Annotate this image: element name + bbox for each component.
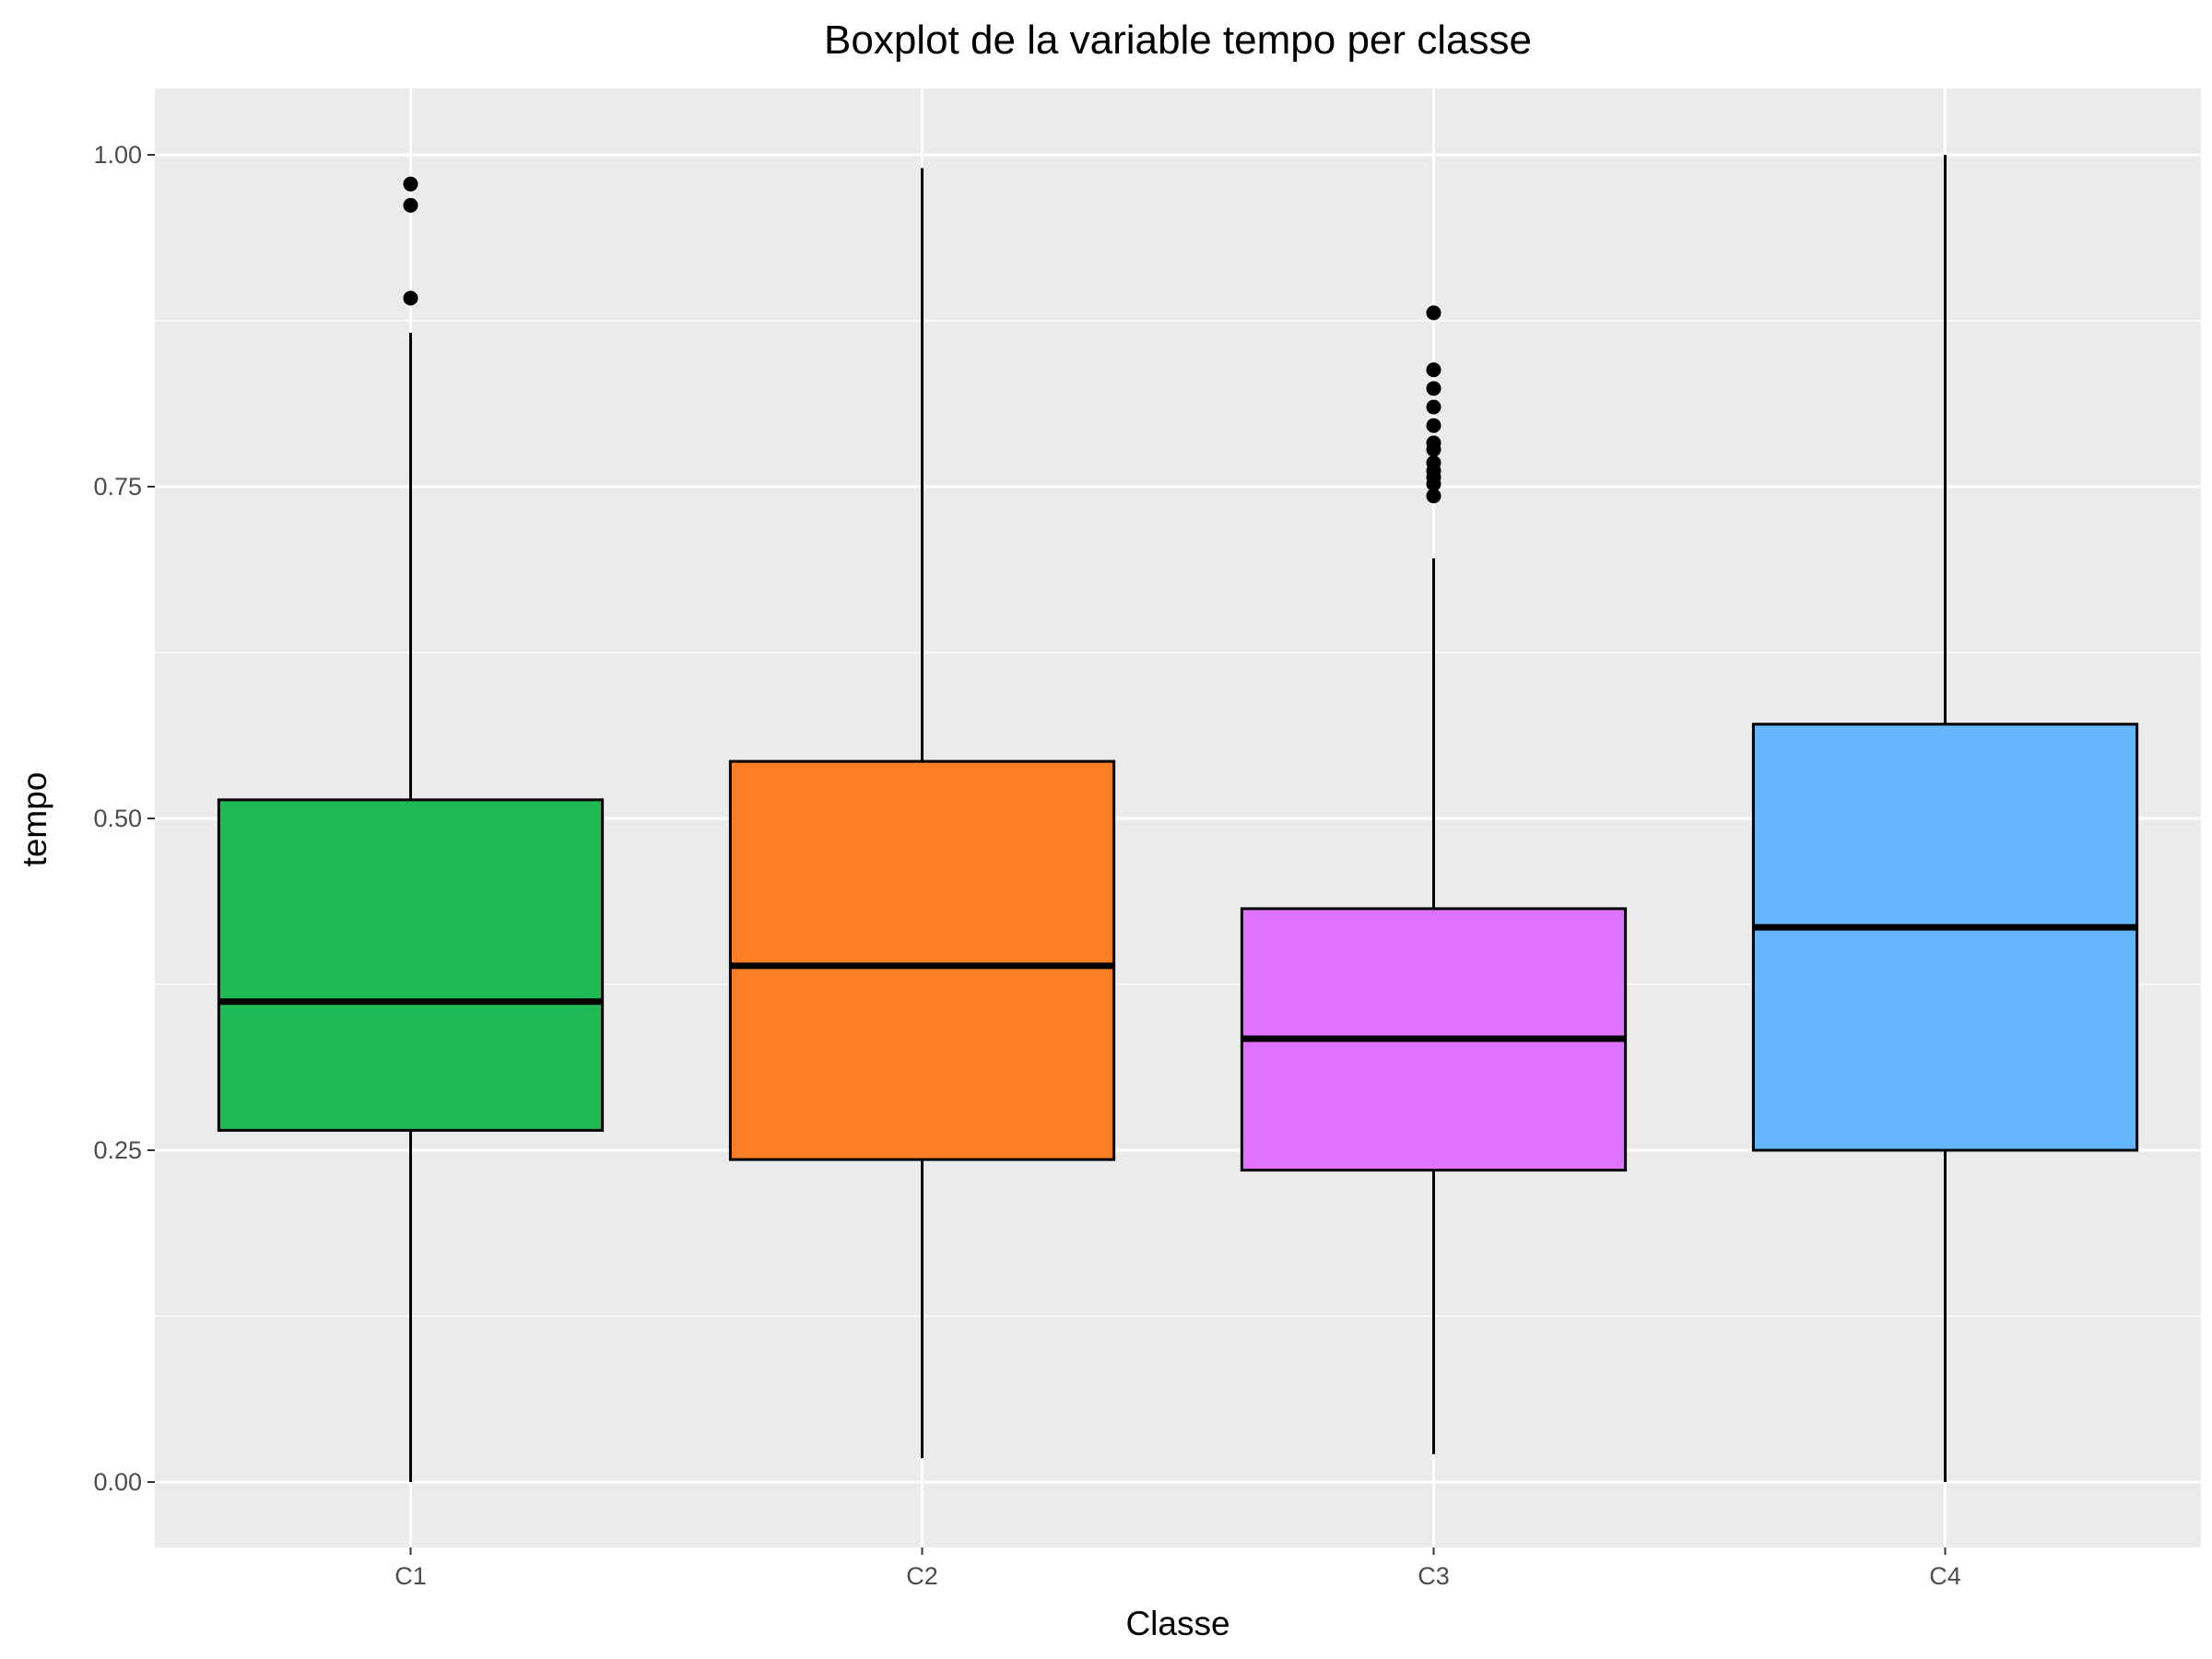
- box-c3: [1240, 305, 1628, 1454]
- chart-title: Boxplot de la variable tempo per classe: [824, 18, 1532, 63]
- y-tick-label: 0.75: [93, 473, 142, 500]
- box-c4: [1751, 155, 2139, 1482]
- x-tick-label: C4: [1929, 1562, 1961, 1590]
- y-tick-label: 0.00: [93, 1468, 142, 1496]
- outlier-point: [1426, 399, 1441, 415]
- y-axis-title: tempo: [16, 772, 53, 867]
- box-group: [217, 155, 2139, 1482]
- x-tick-label: C1: [394, 1562, 427, 1590]
- outlier-point: [1426, 381, 1441, 396]
- outlier-point: [403, 197, 418, 213]
- x-axis-title: Classe: [1125, 1605, 1230, 1642]
- y-tick-label: 1.00: [93, 141, 142, 169]
- box-body: [728, 759, 1116, 1161]
- x-tick-label: C3: [1418, 1562, 1450, 1590]
- y-axis: 0.00 0.25 0.50 0.75 1.00: [93, 141, 155, 1496]
- y-tick-label: 0.50: [93, 805, 142, 832]
- box-body: [1751, 723, 2139, 1152]
- box-c2: [728, 168, 1116, 1459]
- box-body: [217, 798, 605, 1132]
- outlier-point: [1426, 455, 1441, 471]
- outlier-point: [1426, 362, 1441, 378]
- outlier-point: [1426, 418, 1441, 433]
- x-tick-label: C2: [906, 1562, 938, 1590]
- outlier-point: [403, 176, 418, 192]
- outlier-point: [403, 290, 418, 306]
- outlier-point: [1426, 435, 1441, 451]
- box-c1: [217, 176, 605, 1482]
- outlier-point: [1426, 488, 1441, 504]
- x-axis: C1 C2 C3 C4: [394, 1547, 1961, 1590]
- y-tick-label: 0.25: [93, 1136, 142, 1164]
- outlier-point: [1426, 305, 1441, 321]
